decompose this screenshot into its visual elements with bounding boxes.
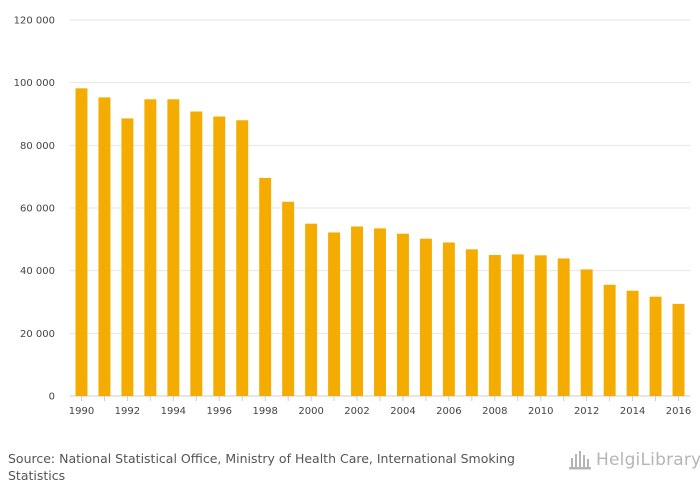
bar-2005 <box>419 238 432 396</box>
bar-2002 <box>351 226 364 396</box>
x-tick-label: 1994 <box>161 406 186 417</box>
bar-1997 <box>236 120 249 397</box>
y-axis-ticks: 0 20 000 40 000 60 000 80 000 100 000 120 000 <box>14 16 55 403</box>
bar-2010 <box>534 255 547 396</box>
y-tick-label: 20 000 <box>20 329 55 340</box>
x-tick-label: 2016 <box>666 406 691 417</box>
bar-2003 <box>374 228 386 396</box>
bar-1992 <box>121 118 134 397</box>
x-tick-label: 2000 <box>298 406 323 417</box>
bar-2001 <box>328 232 341 396</box>
bars <box>75 88 685 397</box>
bar-2007 <box>465 249 478 396</box>
bar-2013 <box>603 284 616 396</box>
y-tick-label: 60 000 <box>20 204 55 215</box>
bar-2016 <box>672 303 685 396</box>
bar-2006 <box>442 242 455 396</box>
y-tick-label: 120 000 <box>14 16 55 27</box>
y-tick-label: 80 000 <box>20 141 55 152</box>
x-tick-label: 1998 <box>252 406 277 417</box>
brand-logo: HelgiLibrary <box>568 446 700 474</box>
bar-2000 <box>305 223 318 396</box>
bar-1990 <box>75 88 88 396</box>
x-axis-ticks: 1990 1992 1994 1996 1998 2000 2002 2004 2006 2008… <box>69 396 691 417</box>
x-tick-label: 1990 <box>69 406 94 417</box>
x-tick-label: 2002 <box>344 406 369 417</box>
bar-2004 <box>396 233 409 396</box>
x-tick-label: 2012 <box>574 406 599 417</box>
bar-1998 <box>259 177 272 396</box>
x-tick-label: 2008 <box>482 406 507 417</box>
x-tick-label: 1996 <box>207 406 232 417</box>
bar-2011 <box>557 258 570 396</box>
x-tick-label: 2006 <box>436 406 461 417</box>
x-tick-label: 2010 <box>528 406 553 417</box>
library-building-icon <box>569 451 591 470</box>
y-tick-label: 100 000 <box>14 78 55 89</box>
x-tick-label: 2014 <box>620 406 645 417</box>
x-tick-label: 2004 <box>390 406 415 417</box>
bar-1994 <box>167 99 180 397</box>
bar-2009 <box>511 254 524 396</box>
bar-2014 <box>626 290 639 396</box>
brand-name: HelgiLibrary <box>596 450 700 470</box>
bar-2015 <box>649 296 662 396</box>
bar-1991 <box>98 97 111 396</box>
bar-1993 <box>144 99 157 397</box>
y-tick-label: 0 <box>49 392 55 403</box>
y-tick-label: 40 000 <box>20 266 55 277</box>
bar-2012 <box>580 269 593 396</box>
bar-1995 <box>190 111 203 396</box>
bar-2008 <box>488 255 501 396</box>
x-tick-label: 1992 <box>115 406 140 417</box>
bar-1999 <box>282 201 295 396</box>
source-note: Source: National Statistical Office, Min… <box>8 451 515 483</box>
bar-1996 <box>213 116 226 397</box>
